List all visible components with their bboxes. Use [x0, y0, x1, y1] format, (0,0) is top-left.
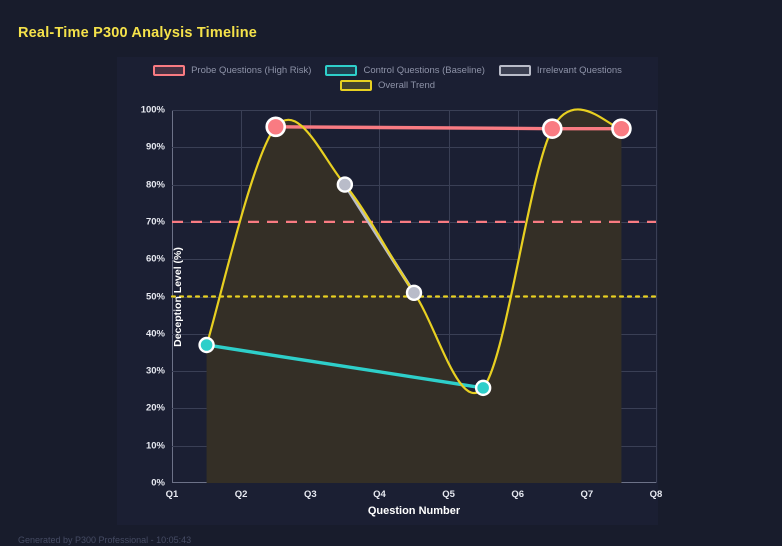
y-axis-tick-label: 60%	[145, 253, 165, 265]
data-point-marker[interactable]	[541, 118, 563, 139]
legend-item[interactable]: Irrelevant Questions	[498, 65, 622, 76]
series-line-probe-questions-high-risk	[274, 125, 624, 131]
x-axis-tick-label: Q4	[373, 489, 386, 500]
legend-label: Irrelevant Questions	[536, 65, 622, 76]
gridline-horizontal	[172, 110, 656, 111]
y-axis-label: Deception Level (%)	[171, 246, 184, 347]
data-point-marker[interactable]	[336, 176, 354, 193]
x-axis-tick-label: Q7	[580, 489, 594, 500]
x-axis-label: Question Number	[367, 505, 461, 517]
legend-item[interactable]: Control Questions (Baseline)	[325, 65, 485, 76]
y-axis-tick-label: 90%	[145, 141, 165, 153]
x-axis-tick-label: Q1	[165, 489, 179, 500]
legend-swatch-icon	[325, 65, 358, 76]
gridline-vertical	[448, 110, 450, 483]
y-axis-tick-label: 40%	[145, 328, 165, 340]
x-axis-tick-label: Q3	[303, 489, 317, 500]
series-layer	[170, 108, 658, 484]
gridline-horizontal	[172, 184, 656, 186]
data-point-marker[interactable]	[611, 118, 632, 139]
chart-panel: Probe Questions (High Risk) Control Quest…	[117, 57, 663, 525]
chart-legend: Probe Questions (High Risk) Control Quest…	[117, 65, 658, 91]
legend-label: Probe Questions (High Risk)	[191, 65, 312, 76]
gridline-horizontal	[172, 147, 656, 149]
legend-swatch-icon	[153, 65, 186, 76]
y-axis-tick-label: 50%	[145, 291, 165, 302]
x-axis-tick-label: Q6	[511, 489, 525, 500]
y-axis-tick-label: 80%	[145, 179, 165, 191]
y-axis-tick-label: 20%	[145, 402, 165, 414]
series-line-control-questions-baseline	[204, 343, 485, 390]
x-axis-tick-label: Q8	[649, 489, 663, 500]
legend-swatch-icon	[498, 65, 531, 76]
data-point-marker[interactable]	[405, 284, 423, 301]
legend-label: Control Questions (Baseline)	[363, 65, 485, 76]
page-title: Real-Time P300 Analysis Timeline	[18, 25, 258, 41]
x-axis-tick-label: Q5	[442, 489, 455, 500]
gridline-horizontal	[172, 221, 656, 223]
x-axis-tick-label: Q2	[234, 489, 248, 500]
gridline-vertical	[656, 110, 657, 483]
plot-area: 0% 10% 20% 30% 40% 50% 60% 70% 80% 90% 100% Q1 Q2 Q3…	[141, 105, 663, 518]
y-axis-tick-label: 10%	[145, 440, 165, 452]
data-point-marker[interactable]	[198, 336, 215, 354]
legend-label: Overall Trend	[377, 80, 436, 91]
legend-item[interactable]: Overall Trend	[339, 80, 436, 91]
y-axis-tick-label: 70%	[145, 216, 165, 228]
y-axis-tick-label: 100%	[140, 104, 165, 116]
legend-swatch-icon	[339, 80, 372, 91]
gridline-horizontal	[172, 259, 656, 261]
y-axis-tick-label: 0%	[151, 477, 165, 489]
data-point-marker[interactable]	[474, 379, 492, 397]
footer-text: Generated by P300 Professional - 10:05:4…	[18, 535, 192, 545]
data-point-marker[interactable]	[265, 116, 287, 138]
legend-item[interactable]: Probe Questions (High Risk)	[153, 65, 311, 76]
y-axis-tick-label: 30%	[145, 365, 165, 377]
